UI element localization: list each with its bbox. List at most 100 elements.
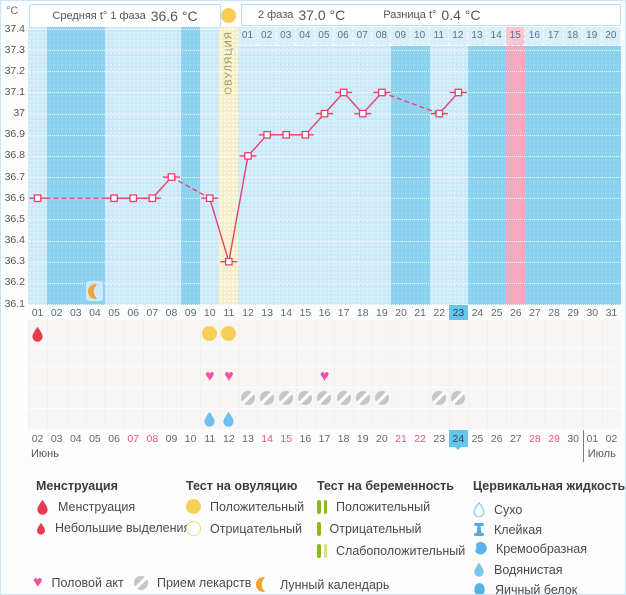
data-day-column: [238, 27, 258, 305]
intercourse-heart-icon: ♥: [33, 574, 43, 591]
cycle-day-cell: 07: [146, 306, 159, 319]
date-cell: 23: [433, 432, 446, 445]
date-cell: 19: [356, 432, 369, 445]
fluid-eggwhite-icon: [473, 582, 486, 594]
cycle-day-cell: 02: [50, 306, 63, 319]
cycle-day-cell: 06: [127, 306, 140, 319]
legend-item-label: Сухо: [494, 502, 523, 517]
cycle-day-cell: 18: [356, 306, 369, 319]
dpo-cell: 05: [314, 27, 335, 46]
date-cell: 08: [146, 432, 159, 445]
fluid-dry-icon: [473, 502, 485, 517]
dpo-cell: 12: [448, 27, 468, 46]
date-cell: 27: [509, 432, 522, 445]
dpo-cell: 17: [544, 27, 564, 46]
dpo-cell: 18: [563, 27, 583, 46]
temperature-plot-area: ОВУЛЯЦИЯ 01 02 03 04 05 06 07 08 09 10 11 12 13 14 15 16…: [28, 27, 621, 305]
date-cell: 10: [184, 432, 197, 445]
legend-item-label: Слабоположительный: [336, 543, 466, 558]
medication-pill-icon: [277, 388, 296, 408]
legend-item-label: Менструация: [58, 500, 136, 514]
cervical-fluid-drop-icon: [203, 411, 216, 427]
cycle-day-cell: 22: [433, 306, 446, 319]
medication-pill-icon: [334, 388, 353, 408]
y-tick-label: 37.1: [4, 85, 25, 98]
data-day-column: [276, 27, 296, 305]
intercourse-heart-icon: ♥: [224, 368, 234, 385]
ovulation-positive-circle-icon: [186, 499, 201, 514]
y-axis-unit-label: °C: [6, 5, 19, 17]
legend-item: Отрицательный: [317, 521, 422, 536]
dpo-cell: 20: [601, 27, 621, 46]
cycle-day-cell: 12: [242, 306, 254, 319]
date-cell: 12: [223, 432, 235, 445]
lunar-moon-icon: [254, 576, 271, 593]
menstruation-drop-icon: [31, 326, 44, 342]
gridline: [28, 71, 621, 73]
gridline: [28, 261, 621, 263]
y-tick-label: 36.2: [4, 276, 25, 289]
data-day-column: [353, 27, 373, 305]
date-cell: 14: [261, 432, 273, 445]
legend-item: Положительный: [317, 499, 430, 514]
y-tick-label: 37.3: [4, 43, 25, 56]
legend-item: Слабоположительный: [317, 543, 465, 558]
gridline: [28, 198, 621, 200]
temperature-line: [29, 88, 467, 266]
cycle-day-cell: 15: [299, 306, 312, 319]
medication-pill-icon: [240, 391, 255, 405]
date-cell: 28: [529, 432, 541, 445]
ovulation-negative-circle-icon: [186, 521, 201, 536]
cervical-fluid-drop-icon: [222, 411, 235, 427]
date-cell: 24: [448, 430, 468, 450]
date-cell: 06: [108, 432, 120, 445]
dpo-cell: 06: [334, 27, 354, 46]
medication-pill-icon: [296, 388, 315, 408]
date-cell: 05: [89, 432, 101, 445]
phase2-diff-box: 2 фаза 37.0 °C Разница t° 0.4 °C: [241, 4, 621, 26]
data-day-column: [123, 27, 143, 305]
legend-item-label: Клейкая: [494, 522, 542, 537]
medication-pill-icon: [336, 391, 351, 405]
cycle-day-cell: 05: [108, 306, 120, 319]
legend-item: Прием лекарств: [134, 576, 251, 590]
dpo-cell: 14: [487, 27, 507, 46]
ovulation-positive-circle-icon: [221, 326, 237, 341]
y-tick-label: 36.7: [4, 170, 25, 183]
medication-row: [28, 388, 621, 409]
dpo-cell: 03: [276, 27, 296, 46]
date-cell: 16: [299, 432, 312, 445]
date-cell: 20: [376, 432, 388, 445]
legend-item-label: Отрицательный: [210, 521, 303, 536]
medication-pill-icon: [298, 391, 313, 405]
data-day-column: [142, 27, 162, 305]
cycle-day-cell: 24: [471, 306, 484, 319]
gridline: [28, 282, 621, 284]
fluid-sticky-icon: [473, 522, 485, 537]
month-label-right: Июль: [587, 448, 616, 460]
gridline: [28, 177, 621, 179]
cycle-day-cell: 01: [31, 306, 44, 319]
fluid-creamy-icon: [473, 542, 487, 556]
date-cell: 02: [605, 432, 618, 445]
data-day-column: [28, 27, 48, 305]
cycle-day-cell: 31: [605, 306, 618, 319]
legend-group-title: Тест на беременность: [317, 479, 454, 493]
ovulation-positive-circle-icon: [221, 8, 236, 23]
data-day-column: [448, 27, 468, 305]
date-cell: 03: [50, 432, 63, 445]
date-cell: 11: [204, 432, 216, 445]
phase2-value: 37.0 °C: [298, 7, 346, 23]
data-day-column: [314, 27, 335, 305]
medication-pill-icon: [432, 391, 447, 405]
dpo-cell: 08: [372, 27, 392, 46]
legend-item-label: Яичный белок: [495, 582, 578, 595]
dpo-cell: 09: [391, 27, 411, 46]
y-tick-label: 36.8: [4, 149, 25, 162]
legend: Менструация Менструация Небольшие выделени…: [1, 463, 625, 594]
legend-item-label: Водянистая: [494, 562, 563, 577]
gridline: [28, 92, 621, 94]
legend-group-title: Цервикальная жидкость: [473, 479, 626, 493]
cycle-day-cell: 10: [203, 306, 216, 319]
cycle-day-cell: 29: [567, 306, 580, 319]
